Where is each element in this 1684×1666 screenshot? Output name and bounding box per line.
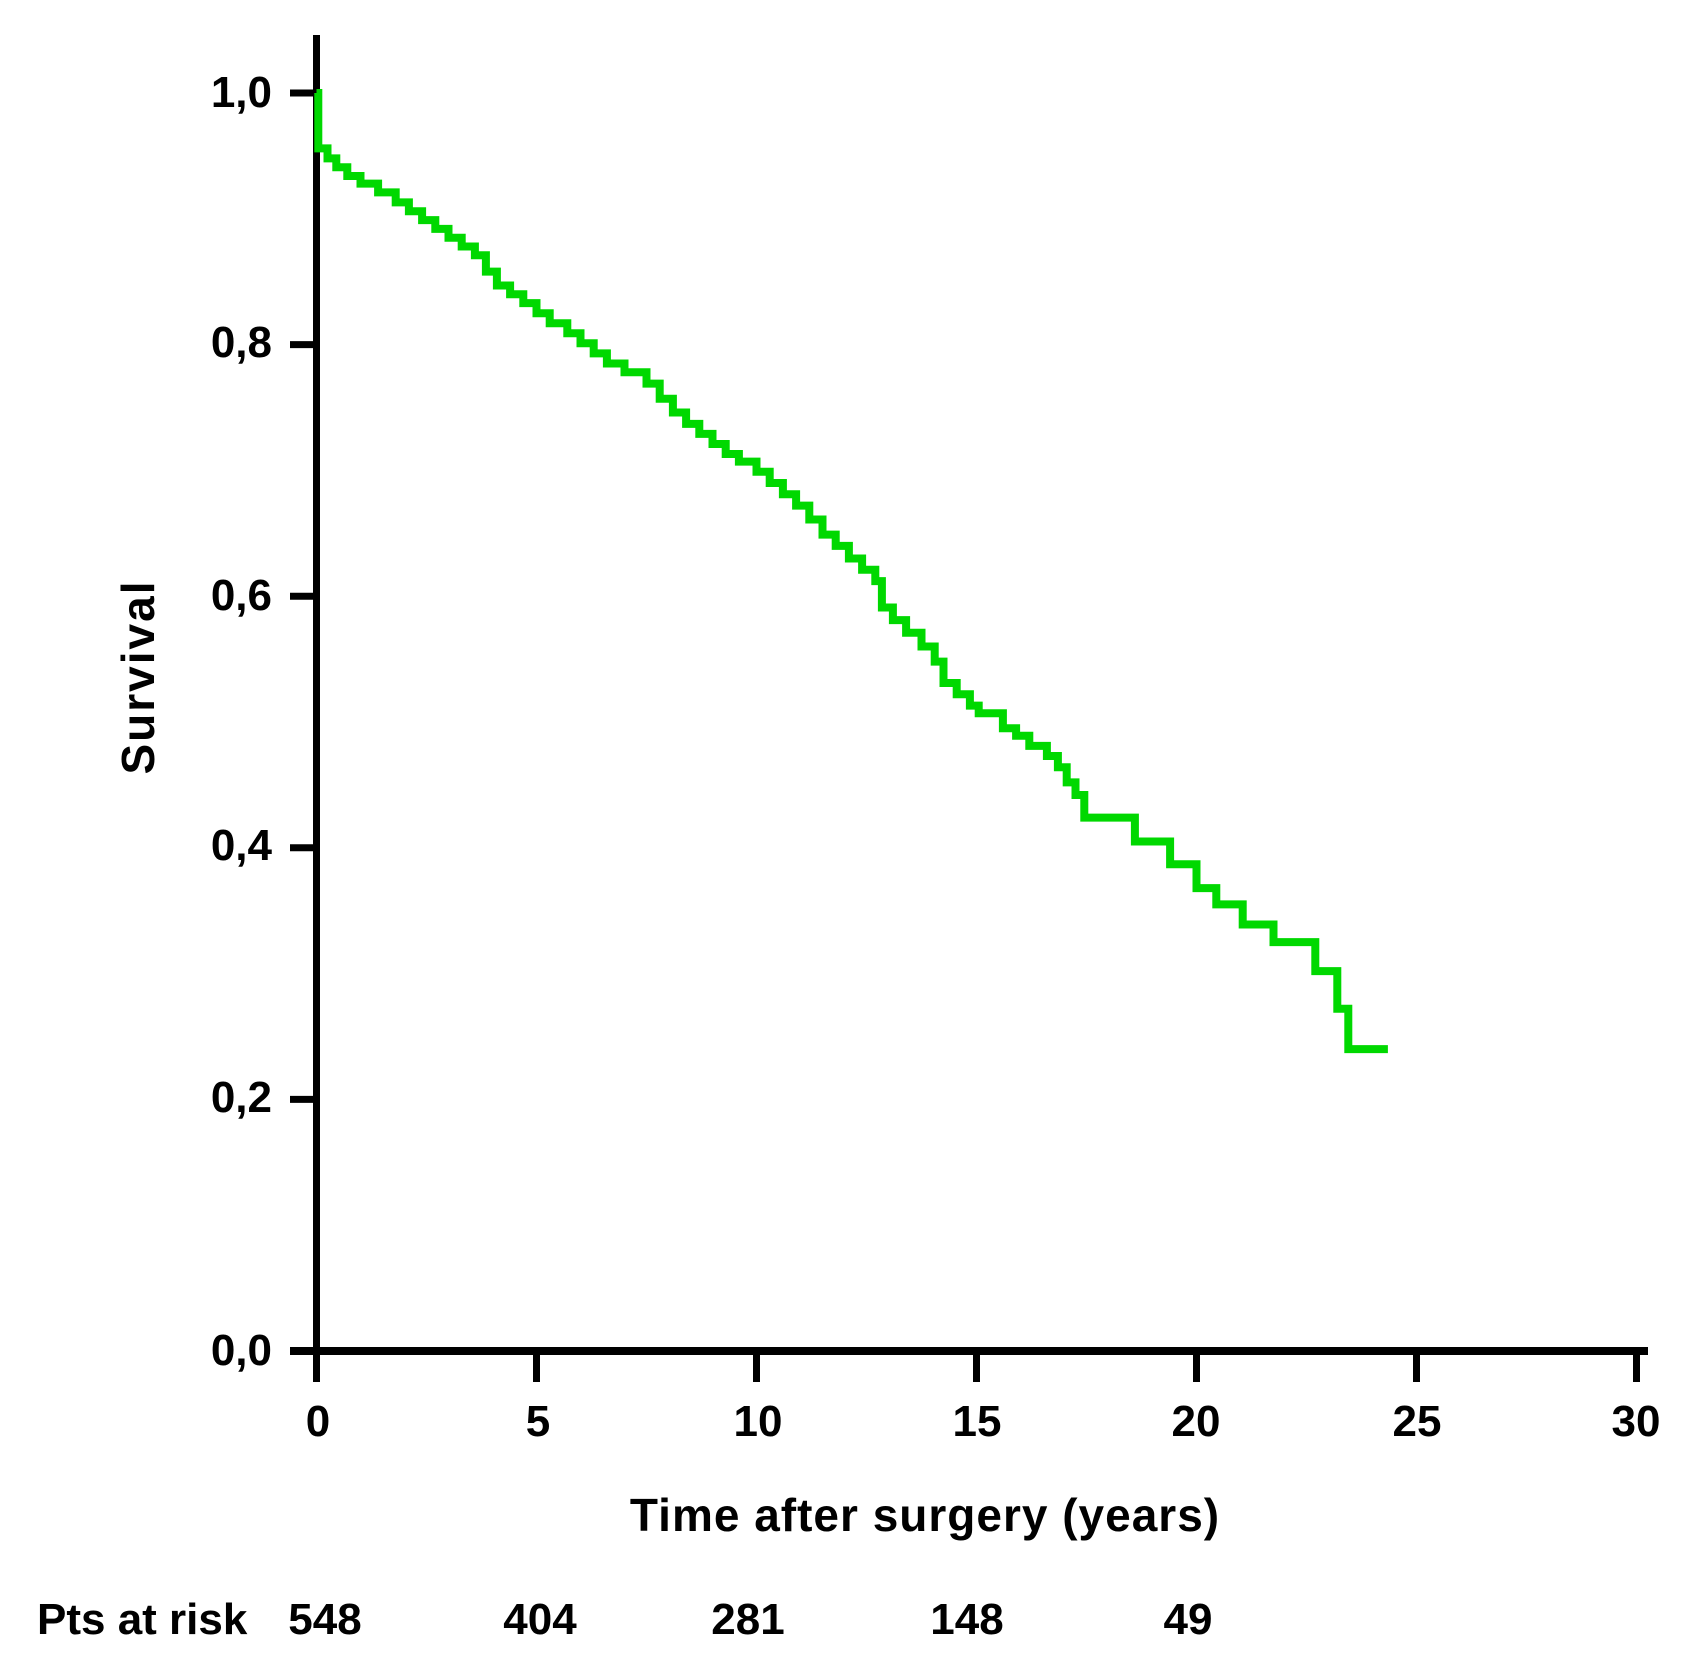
at-risk-count: 548 [288,1595,362,1644]
x-tick-label: 20 [1171,1397,1221,1446]
survival-curve [314,89,1388,1054]
x-tick-label: 5 [525,1397,551,1446]
y-axis-title: Survival [112,579,164,775]
x-axis-title: Time after surgery (years) [629,1489,1221,1541]
y-tick-label: 0,6 [210,571,272,620]
x-tick-label: 30 [1611,1397,1661,1446]
at-risk-label: Pts at risk [37,1595,248,1644]
y-tick-label: 1,0 [210,68,272,117]
at-risk-count: 281 [711,1595,785,1644]
x-tick-label: 25 [1392,1397,1442,1446]
y-tick-label: 0,0 [210,1326,272,1375]
x-tick-label: 15 [952,1397,1002,1446]
at-risk-count: 404 [503,1595,577,1644]
y-tick-label: 0,8 [210,318,272,367]
at-risk-count: 148 [930,1595,1004,1644]
x-tick-label: 10 [733,1397,783,1446]
at-risk-count: 49 [1163,1595,1213,1644]
x-tick-label: 0 [305,1397,331,1446]
y-tick-label: 0,2 [210,1073,272,1122]
y-tick-label: 0,4 [210,821,272,870]
